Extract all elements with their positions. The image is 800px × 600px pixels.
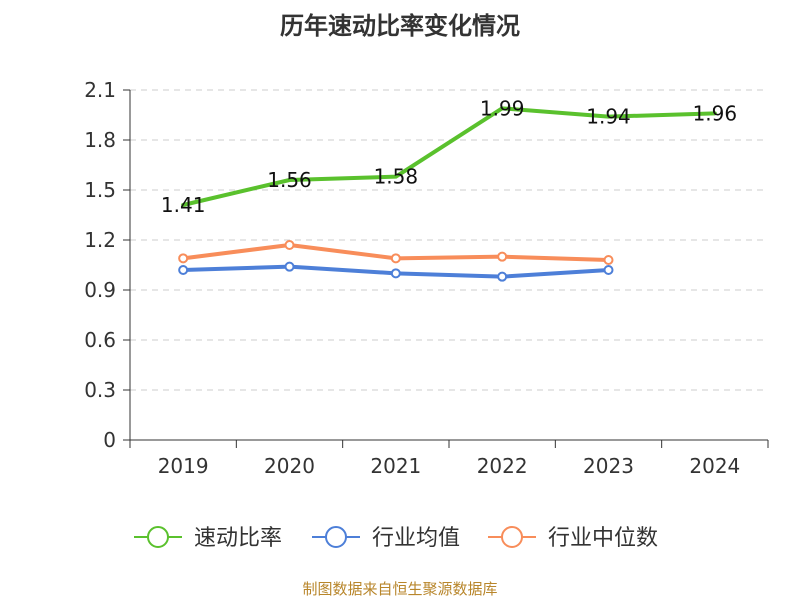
series-2-point [497, 271, 508, 282]
y-tick-label: 0.6 [84, 328, 116, 352]
data-label: 1.96 [693, 101, 738, 125]
x-tick-label: 2023 [583, 454, 634, 478]
axes: 0 0.3 0.6 0.9 1.2 1.5 1.8 2.1 2019 2020 2021 2022 20… [84, 78, 769, 478]
series-2-point [390, 268, 401, 279]
grid-lines [130, 89, 768, 391]
x-tick-label: 2020 [264, 454, 315, 478]
y-tick-label: 2.1 [84, 78, 116, 102]
legend: 速动比率 行业均值 行业中位数 [134, 526, 658, 551]
series-3-point [284, 240, 295, 250]
y-tick-label: 1.5 [84, 178, 116, 202]
data-label: 1.41 [161, 193, 206, 217]
y-tick-label: 1.8 [84, 128, 116, 152]
data-label: 1.94 [586, 105, 631, 129]
series-line-1 [181, 106, 717, 207]
series-3-point [603, 255, 614, 265]
legend-label: 速动比率 [194, 526, 282, 551]
x-tick-label: 2019 [158, 454, 209, 478]
series-2-point [603, 265, 614, 275]
data-label: 1.58 [374, 165, 419, 189]
series-2-point [284, 261, 295, 272]
legend-label: 行业中位数 [548, 526, 658, 551]
data-label: 1.99 [480, 96, 525, 120]
y-tick-label: 0 [103, 428, 116, 452]
chart-title: 历年速动比率变化情况 [280, 12, 520, 40]
legend-item-2: 行业均值 [312, 526, 460, 551]
data-label: 1.56 [267, 168, 312, 192]
series-layer [178, 106, 717, 282]
legend-label: 行业均值 [372, 526, 460, 551]
legend-marker [147, 526, 169, 548]
data-labels: 1.41 1.56 1.58 1.99 1.94 1.96 [161, 96, 737, 217]
y-tick-label: 1.2 [84, 228, 116, 252]
x-tick-label: 2021 [370, 454, 421, 478]
series-3-point [178, 253, 189, 264]
y-tick-label: 0.9 [84, 278, 116, 302]
legend-item-1: 速动比率 [134, 526, 282, 551]
legend-marker [501, 526, 523, 548]
x-tick-label: 2024 [689, 454, 740, 478]
series-3-point [390, 253, 401, 264]
series-2-point [178, 265, 189, 275]
legend-item-3: 行业中位数 [488, 526, 658, 551]
source-note: 制图数据来自恒生聚源数据库 [302, 580, 498, 598]
legend-marker [325, 526, 347, 548]
series-3-point [497, 251, 508, 262]
x-tick-label: 2022 [477, 454, 528, 478]
y-tick-label: 0.3 [84, 378, 116, 402]
